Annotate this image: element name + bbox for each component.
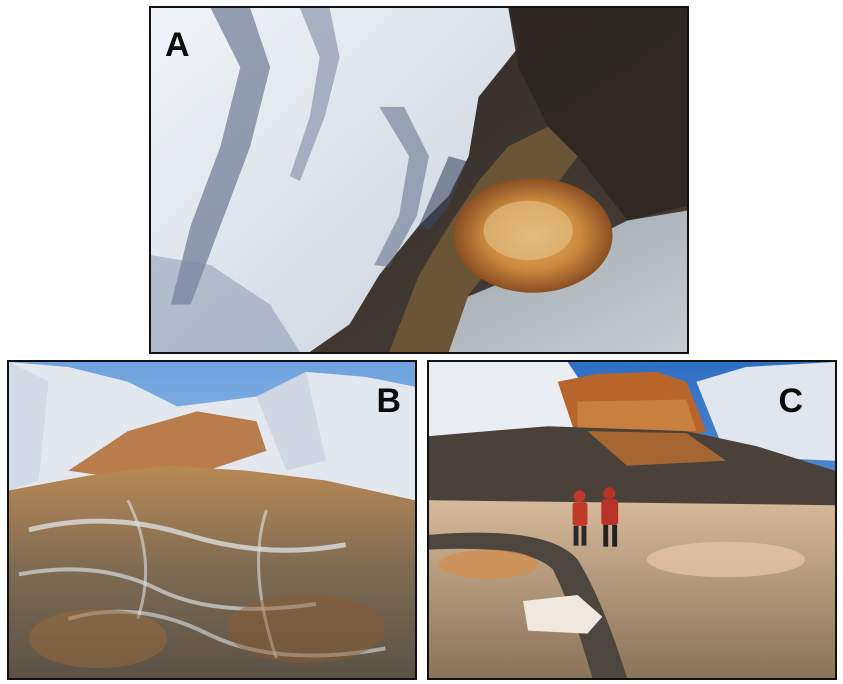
panel-label-a: A — [165, 26, 190, 64]
falls-with-people-photo — [429, 362, 835, 678]
photo-panel-b: B — [7, 360, 417, 680]
photo-panel-a: A — [149, 6, 689, 354]
aerial-glacier-photo — [151, 8, 687, 352]
photo-panel-c: C — [427, 360, 837, 680]
person-left — [572, 490, 588, 546]
panel-label-c: C — [778, 382, 803, 420]
panel-label-b: B — [376, 382, 401, 420]
person-right — [601, 487, 619, 547]
falls-closeup-photo — [9, 362, 415, 678]
